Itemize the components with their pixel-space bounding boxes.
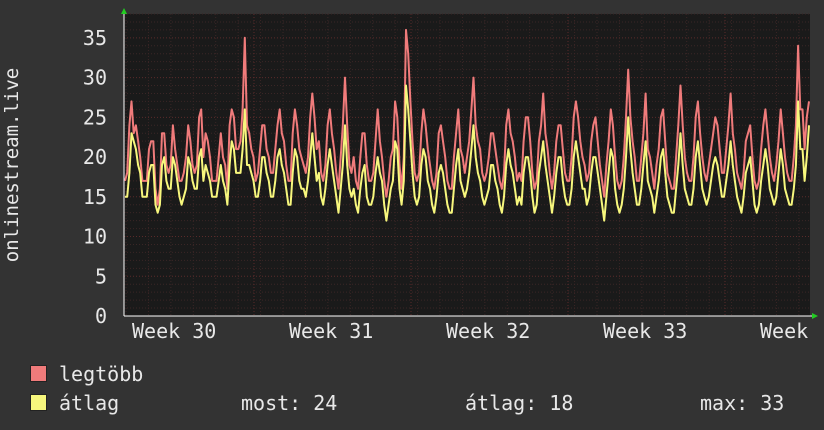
series-lines bbox=[124, 28, 810, 222]
stat-now-value: 24 bbox=[313, 391, 338, 415]
y-tick-label: 10 bbox=[83, 225, 107, 249]
legend-swatch-avg bbox=[30, 394, 47, 411]
y-tick-label: 20 bbox=[83, 145, 107, 169]
y-tick-label: 5 bbox=[95, 264, 107, 288]
y-tick-label: 25 bbox=[83, 105, 107, 129]
stat-now: most: 24 bbox=[241, 391, 337, 415]
series-line-max bbox=[124, 28, 810, 206]
stat-average-value: 18 bbox=[549, 391, 574, 415]
x-tick-label: Week 33 bbox=[603, 319, 687, 343]
x-tick-labels: Week 30 Week 31 Week 32 Week 33 Week bbox=[132, 319, 808, 343]
stat-now-label: most: bbox=[241, 391, 302, 415]
stat-max-value: 33 bbox=[760, 391, 785, 415]
legend-item-max: legtöbb bbox=[30, 362, 143, 386]
x-tick-label: Week 30 bbox=[132, 319, 216, 343]
y-axis-label: onlinestream.live bbox=[1, 68, 23, 262]
y-tick-label: 30 bbox=[83, 66, 107, 90]
legend-label-avg: átlag bbox=[59, 391, 120, 415]
x-tick-label: Week bbox=[760, 319, 808, 343]
legend-label-max: legtöbb bbox=[59, 362, 144, 386]
legend-item-avg: átlag bbox=[30, 391, 119, 415]
axes bbox=[121, 8, 818, 319]
x-axis-arrow bbox=[812, 313, 818, 319]
y-tick-label: 15 bbox=[83, 185, 107, 209]
legend-swatch-max bbox=[30, 365, 47, 382]
x-tick-label: Week 32 bbox=[446, 319, 530, 343]
y-axis-arrow bbox=[121, 8, 127, 14]
stat-max-label: max: bbox=[700, 391, 749, 415]
y-tick-labels: 0 5 10 15 20 25 30 35 bbox=[83, 26, 107, 328]
y-tick-label: 35 bbox=[83, 26, 107, 50]
stat-average: átlag: 18 bbox=[465, 391, 573, 415]
stat-max: max: 33 bbox=[700, 391, 784, 415]
y-tick-label: 0 bbox=[95, 304, 107, 328]
series-line-average bbox=[125, 84, 810, 222]
stat-average-label: átlag: bbox=[465, 391, 538, 415]
x-tick-label: Week 31 bbox=[289, 319, 373, 343]
